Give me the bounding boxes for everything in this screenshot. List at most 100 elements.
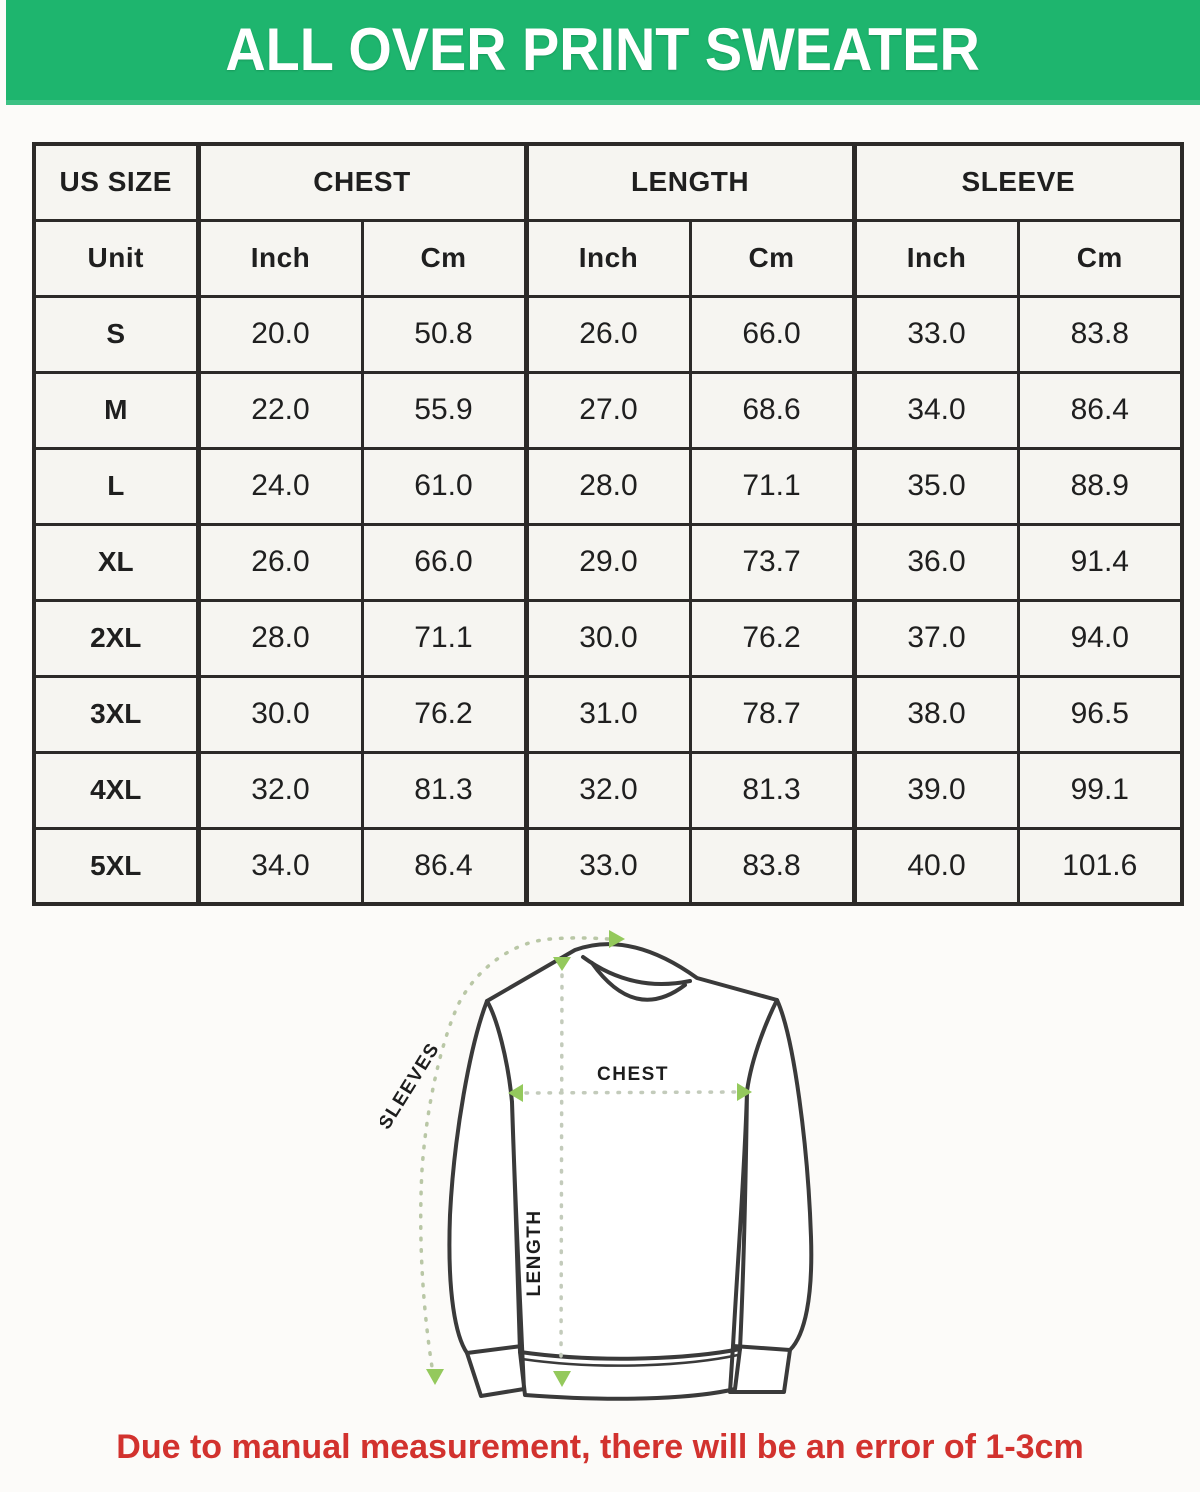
size-label: 3XL [32, 674, 200, 754]
table-row: S 20.0 50.8 26.0 66.0 33.0 83.8 [32, 294, 1184, 374]
measurement-cell: 50.8 [360, 294, 528, 374]
waistband-inner-line [520, 1353, 740, 1367]
right-cuff-line [731, 1344, 792, 1352]
page-title: ALL OVER PRINT SWEATER [225, 16, 981, 83]
unit-header-cell: Cm [1016, 218, 1184, 298]
size-table-container: US SIZE CHEST LENGTH SLEEVE Unit Inch Cm… [32, 142, 1185, 906]
measurement-cell: 94.0 [1016, 598, 1184, 678]
table-row: XL 26.0 66.0 29.0 73.7 36.0 91.4 [32, 522, 1184, 602]
measurement-cell: 31.0 [523, 674, 692, 754]
sleeve-arrow-bottom-icon [426, 1369, 444, 1385]
size-table: US SIZE CHEST LENGTH SLEEVE Unit Inch Cm… [32, 142, 1185, 906]
header-sleeve: SLEEVE [851, 142, 1184, 222]
table-row: 4XL 32.0 81.3 32.0 81.3 39.0 99.1 [32, 750, 1184, 830]
measurement-cell: 32.0 [195, 750, 364, 830]
table-row: L 24.0 61.0 28.0 71.1 35.0 88.9 [32, 446, 1184, 526]
measurement-cell: 66.0 [688, 294, 856, 374]
measurement-cell: 83.8 [1016, 294, 1184, 374]
measurement-cell: 40.0 [851, 826, 1020, 906]
measurement-cell: 27.0 [523, 370, 692, 450]
measurement-cell: 101.6 [1016, 826, 1184, 906]
measurement-cell: 76.2 [360, 674, 528, 754]
chest-arrow-left-icon [508, 1084, 523, 1102]
size-label: XL [32, 522, 200, 602]
measurement-cell: 34.0 [851, 370, 1020, 450]
sweater-measurement-diagram: CHEST LENGTH SLEEVES [380, 930, 814, 1401]
size-label: M [32, 370, 200, 450]
left-armhole-seam [485, 999, 514, 1104]
size-label: 5XL [32, 826, 200, 906]
size-label: S [32, 294, 200, 374]
measurement-cell: 76.2 [688, 598, 856, 678]
size-label: 4XL [32, 750, 200, 830]
size-table-body: S 20.0 50.8 26.0 66.0 33.0 83.8 M 22.0 55.9 27.0 68… [32, 294, 1184, 906]
measurement-cell: 71.1 [360, 598, 528, 678]
group-header-row: US SIZE CHEST LENGTH SLEEVE [32, 142, 1184, 222]
measurement-cell: 39.0 [851, 750, 1020, 830]
measurement-cell: 35.0 [851, 446, 1020, 526]
sweater-outline [447, 942, 814, 1401]
measurement-cell: 24.0 [195, 446, 364, 526]
measurement-cell: 55.9 [360, 370, 528, 450]
measurement-cell: 83.8 [688, 826, 856, 906]
unit-header-cell: Unit [32, 218, 200, 298]
collar-neckline [590, 961, 687, 1002]
measurement-cell: 20.0 [195, 294, 364, 374]
length-arrow-bottom-icon [553, 1371, 571, 1387]
sleeve-measure-line [418, 936, 610, 1369]
measurement-cell: 96.5 [1016, 674, 1184, 754]
measurement-cell: 81.3 [688, 750, 856, 830]
header-length: LENGTH [523, 142, 856, 222]
length-measure-line [559, 973, 564, 1367]
measurement-cell: 28.0 [523, 446, 692, 526]
measurement-cell: 34.0 [195, 826, 364, 906]
header-us-size: US SIZE [32, 142, 200, 222]
measurement-cell: 61.0 [360, 446, 528, 526]
unit-header-row: Unit Inch Cm Inch Cm Inch Cm [32, 218, 1184, 298]
table-row: 3XL 30.0 76.2 31.0 78.7 38.0 96.5 [32, 674, 1184, 754]
measurement-cell: 32.0 [523, 750, 692, 830]
measurement-cell: 33.0 [851, 294, 1020, 374]
unit-header-cell: Cm [688, 218, 856, 298]
header-banner: ALL OVER PRINT SWEATER [6, 0, 1200, 105]
waistband-top-line [518, 1347, 742, 1361]
measurement-cell: 30.0 [523, 598, 692, 678]
unit-header-cell: Inch [523, 218, 692, 298]
measurement-cell: 30.0 [195, 674, 364, 754]
measurement-cell: 33.0 [523, 826, 692, 906]
measurement-cell: 91.4 [1016, 522, 1184, 602]
length-arrow-top-icon [553, 957, 571, 971]
measurement-cell: 73.7 [688, 522, 856, 602]
measurement-cell: 66.0 [360, 522, 528, 602]
measurement-cell: 29.0 [523, 522, 692, 602]
unit-header-cell: Inch [851, 218, 1020, 298]
measurement-cell: 38.0 [851, 674, 1020, 754]
table-row: 5XL 34.0 86.4 33.0 83.8 40.0 101.6 [32, 826, 1184, 906]
sleeve-arrow-top-icon [609, 930, 625, 948]
right-armhole-seam [745, 998, 779, 1093]
sleeves-label: SLEEVES [380, 1039, 444, 1133]
measurement-cell: 26.0 [195, 522, 364, 602]
table-row: M 22.0 55.9 27.0 68.6 34.0 86.4 [32, 370, 1184, 450]
measurement-cell: 22.0 [195, 370, 364, 450]
measurement-cell: 78.7 [688, 674, 856, 754]
measurement-cell: 81.3 [360, 750, 528, 830]
measurement-cell: 36.0 [851, 522, 1020, 602]
measurement-cell: 68.6 [688, 370, 856, 450]
measurement-cell: 88.9 [1016, 446, 1184, 526]
measurement-note: Due to manual measurement, there will be… [116, 1428, 1084, 1466]
measurement-cell: 71.1 [688, 446, 856, 526]
chest-label: CHEST [597, 1064, 669, 1085]
unit-header-cell: Inch [195, 218, 364, 298]
measurement-cell: 28.0 [195, 598, 364, 678]
unit-header-cell: Cm [360, 218, 528, 298]
measurement-cell: 26.0 [523, 294, 692, 374]
measurement-cell: 86.4 [1016, 370, 1184, 450]
measurement-cell: 37.0 [851, 598, 1020, 678]
chest-arrow-right-icon [737, 1083, 752, 1101]
measurement-cell: 86.4 [360, 826, 528, 906]
size-label: L [32, 446, 200, 526]
size-label: 2XL [32, 598, 200, 678]
header-chest: CHEST [195, 142, 528, 222]
length-label: LENGTH [524, 1209, 545, 1296]
